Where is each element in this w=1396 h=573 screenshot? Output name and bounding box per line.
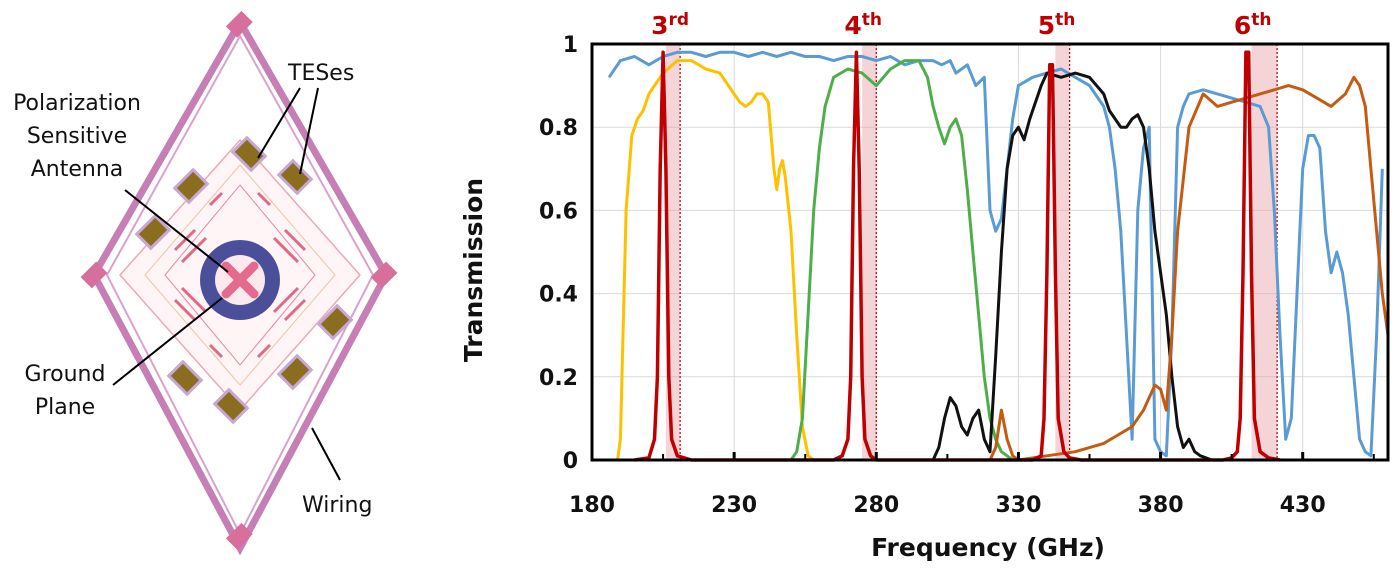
x-tick-label: 180 [569, 493, 615, 518]
harmonic-number: 3 [651, 11, 668, 40]
series-line [634, 50, 1281, 462]
y-tick-label: 0.4 [539, 283, 578, 308]
corner-pad [370, 261, 398, 289]
chart-ticks: 180 230 280 330 380 430 0 0.2 0.4 0.6 0.8 1 [539, 33, 1375, 518]
tes-pad [166, 359, 204, 397]
label-sensitive: Sensitive [27, 124, 127, 149]
x-tick-label: 430 [1280, 493, 1326, 518]
y-tick-label: 0.2 [539, 366, 578, 391]
filter-stubs [173, 191, 307, 359]
harmonic-suffix: th [862, 10, 882, 30]
corner-pad [80, 261, 108, 289]
harmonic-label: 5th [1038, 10, 1076, 40]
harmonic-number: 6 [1234, 11, 1251, 40]
harmonic-label: 4th [844, 10, 882, 40]
harmonic-label: 6th [1234, 10, 1272, 40]
chart-frame [590, 42, 1390, 462]
harmonic-number: 5 [1038, 11, 1055, 40]
harmonic-label: 3rd [651, 10, 689, 40]
tes-pad [276, 353, 314, 391]
series-line [876, 75, 1390, 462]
label-antenna: Antenna [31, 157, 124, 182]
harmonic-suffix: th [1055, 10, 1075, 30]
tes-pad [134, 213, 172, 251]
corner-pad [225, 522, 253, 550]
harmonic-suffix: th [1251, 10, 1271, 30]
circuit-trace [144, 164, 336, 386]
tes-pad [212, 387, 250, 425]
circuit-trace [164, 184, 316, 366]
y-tick-label: 0 [563, 449, 578, 474]
y-axis-title: Transmission [459, 178, 488, 362]
plot-border [590, 42, 1390, 462]
x-tick-label: 230 [711, 493, 757, 518]
x-tick-label: 280 [853, 493, 899, 518]
x-tick-label: 330 [995, 493, 1041, 518]
corner-pad [225, 10, 253, 38]
harmonic-band [862, 44, 877, 460]
label-polarization: Polarization [13, 91, 141, 116]
wiring-frame [89, 14, 391, 556]
tes-pad [230, 135, 268, 173]
tes-pad [172, 167, 210, 205]
x-axis-title: Frequency (GHz) [871, 533, 1105, 562]
y-tick-label: 1 [563, 33, 578, 58]
tes-pad [316, 303, 354, 341]
antenna [221, 261, 259, 299]
x-tick-label: 380 [1138, 493, 1184, 518]
label-plane: Plane [35, 395, 95, 420]
harmonic-labels: 3rd 4th 5th 6th [651, 10, 1271, 40]
label-ground: Ground [25, 362, 106, 387]
series-line [789, 59, 1014, 462]
label-wiring: Wiring [302, 493, 372, 518]
leader-lines [112, 87, 341, 481]
tes-pads [134, 135, 354, 425]
harmonic-number: 4 [844, 11, 861, 40]
harmonic-suffix: rd [668, 10, 689, 30]
series-line [616, 59, 815, 462]
y-tick-label: 0.8 [539, 116, 578, 141]
series-line [607, 50, 1384, 458]
label-teses: TESes [287, 61, 354, 86]
tes-pad [276, 158, 314, 196]
detector-diagram: TESes Polarization Sensitive Antenna Gro… [13, 10, 398, 556]
harmonic-band [1055, 44, 1070, 460]
y-tick-label: 0.6 [539, 199, 578, 224]
